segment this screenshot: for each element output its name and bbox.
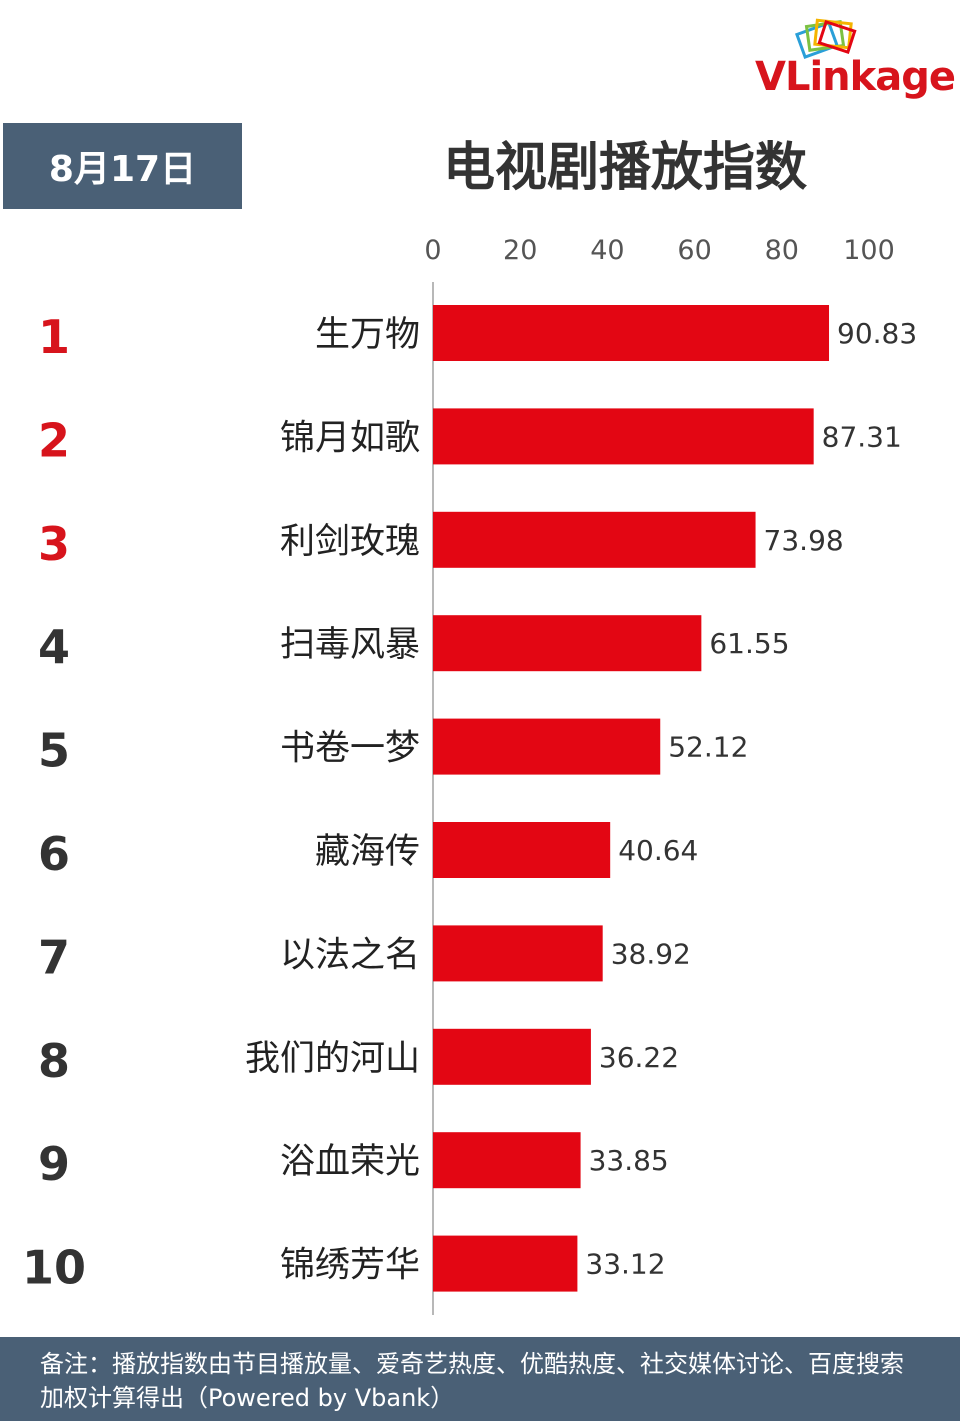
bar [433, 718, 661, 775]
rank-label: 7 [38, 930, 70, 984]
logo-cards-icon [794, 18, 857, 60]
rank-label: 6 [38, 827, 70, 881]
category-label: 以法之名 [280, 935, 420, 975]
logo-text: VLinkage [755, 54, 956, 100]
bar [433, 511, 756, 568]
x-tick-label: 100 [843, 235, 895, 266]
data-label: 36.22 [599, 1041, 679, 1074]
data-label: 33.12 [585, 1248, 665, 1281]
rank-label: 9 [38, 1137, 70, 1191]
bar [433, 305, 830, 361]
category-label: 浴血荣光 [280, 1142, 420, 1182]
category-label: 我们的河山 [245, 1039, 420, 1079]
date-badge: 8月17日 [3, 123, 242, 209]
category-label: 藏海传 [315, 832, 420, 872]
data-label: 61.55 [709, 627, 789, 660]
bar-chart: 0 20 40 60 80 100 1 生万物 90.83 2 锦月如歌 87.31 3 利剑玫瑰 73.9… [22, 235, 917, 1315]
data-label: 52.12 [668, 731, 748, 764]
data-label: 33.85 [589, 1144, 669, 1177]
category-label: 锦月如歌 [280, 418, 420, 458]
rank-label: 1 [38, 310, 70, 364]
x-tick-label: 40 [590, 235, 624, 266]
rank-label: 4 [38, 620, 70, 674]
category-label: 生万物 [315, 315, 420, 355]
data-label: 38.92 [611, 937, 691, 970]
chart-title: 电视剧播放指数 [442, 138, 807, 198]
bar [433, 1235, 578, 1292]
bar [433, 615, 702, 672]
bar [433, 1028, 591, 1085]
bar [433, 408, 814, 465]
x-tick-label: 80 [765, 235, 799, 266]
category-label: 扫毒风暴 [280, 625, 420, 665]
data-label: 87.31 [822, 420, 902, 453]
rank-label: 8 [38, 1034, 70, 1088]
x-tick-label: 0 [424, 235, 441, 266]
data-label: 90.83 [837, 317, 917, 350]
bar [433, 925, 603, 982]
vlinkage-logo: VLinkage [730, 18, 956, 108]
data-label: 73.98 [764, 524, 844, 557]
x-tick-label: 60 [677, 235, 711, 266]
category-label: 书卷一梦 [280, 729, 420, 769]
x-tick-label: 20 [503, 235, 537, 266]
bar [433, 1132, 581, 1189]
footer-note: 备注：播放指数由节目播放量、爱奇艺热度、优酷热度、社交媒体讨论、百度搜索加权计算… [30, 1337, 930, 1417]
bar [433, 822, 611, 878]
rank-label: 5 [38, 724, 70, 778]
rank-label: 2 [38, 413, 70, 467]
category-label: 锦绣芳华 [280, 1246, 420, 1286]
rank-label: 10 [22, 1241, 86, 1295]
data-label: 40.64 [618, 834, 698, 867]
rank-label: 3 [38, 517, 70, 571]
category-label: 利剑玫瑰 [280, 522, 420, 562]
